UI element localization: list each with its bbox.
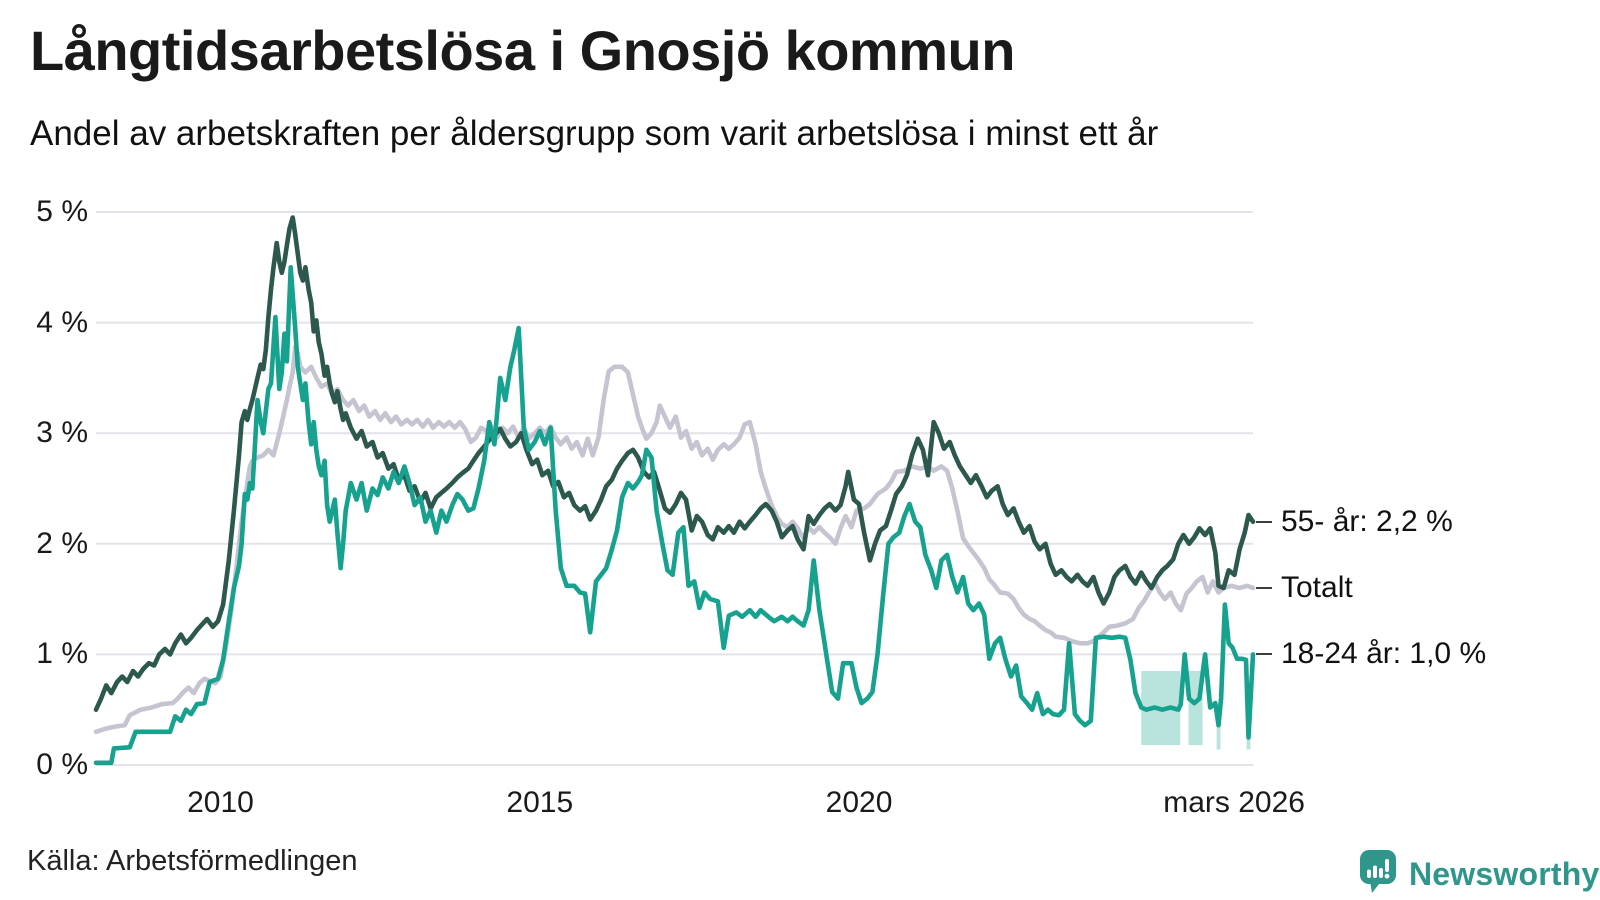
- series-end-label-text: 55- år: 2,2 %: [1281, 504, 1453, 538]
- series-line-18-24: [93, 265, 1256, 766]
- label-tick-dash: [1256, 653, 1272, 656]
- page-title: Långtidsarbetslösa i Gnosjö kommun: [30, 19, 1015, 82]
- y-tick-label: 4 %: [36, 305, 88, 339]
- label-tick-dash: [1256, 587, 1272, 590]
- series-end-label-totalt: Totalt: [1256, 571, 1353, 605]
- newsworthy-logo[interactable]: Newsworthy: [1360, 850, 1599, 899]
- x-tick-label: 2020: [825, 786, 893, 819]
- y-tick-label: 2 %: [36, 526, 88, 560]
- newsworthy-logo-text: Newsworthy: [1409, 856, 1600, 892]
- y-tick-label: 5 %: [36, 195, 88, 228]
- page-subtitle: Andel av arbetskraften per åldersgrupp s…: [30, 114, 1159, 153]
- series-end-label-text: 18-24 år: 1,0 %: [1281, 637, 1487, 671]
- x-tick-label: mars 2026: [1163, 786, 1305, 819]
- series-line-totalt: [93, 344, 1256, 735]
- source-note: Källa: Arbetsförmedlingen: [27, 845, 358, 877]
- label-tick-dash: [1256, 520, 1272, 523]
- x-tick-label: 2015: [506, 786, 574, 819]
- y-tick-label: 3 %: [36, 416, 88, 450]
- series-end-label-18-24: 18-24 år: 1,0 %: [1256, 637, 1486, 671]
- y-tick-label: 0 %: [36, 748, 88, 781]
- y-tick-label: 1 %: [36, 637, 88, 671]
- series-end-label-55: 55- år: 2,2 %: [1256, 505, 1453, 539]
- series-end-label-text: Totalt: [1281, 571, 1353, 605]
- x-tick-label: 2010: [187, 786, 254, 819]
- newsworthy-speech-bubble-bar-chart-icon: [1360, 850, 1396, 899]
- series-line-55: [93, 215, 1256, 712]
